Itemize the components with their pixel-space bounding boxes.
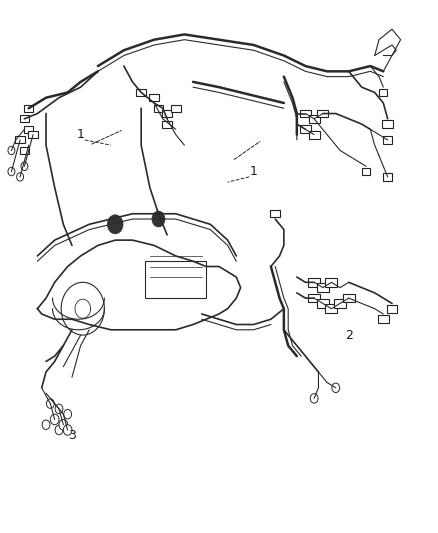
Text: 1: 1 — [250, 165, 258, 178]
Bar — [383, 173, 392, 181]
Bar — [334, 299, 346, 308]
Text: 3: 3 — [68, 429, 76, 442]
Bar — [145, 261, 206, 298]
Bar — [154, 105, 163, 112]
Bar — [317, 299, 329, 308]
Bar — [343, 294, 355, 302]
Circle shape — [64, 409, 71, 419]
Bar — [318, 110, 328, 117]
Bar — [308, 294, 320, 302]
Circle shape — [310, 393, 318, 403]
Bar — [28, 131, 38, 138]
Text: 2: 2 — [345, 328, 353, 342]
Circle shape — [55, 404, 63, 414]
Bar — [20, 147, 29, 154]
Bar — [300, 110, 311, 117]
Bar — [378, 316, 389, 323]
Bar — [24, 126, 33, 133]
Bar — [20, 115, 29, 122]
Bar — [162, 120, 172, 127]
Circle shape — [152, 211, 165, 227]
Bar — [136, 89, 146, 96]
Bar — [162, 110, 172, 117]
Bar — [308, 278, 320, 287]
Circle shape — [8, 167, 15, 176]
Bar — [379, 90, 387, 95]
Bar — [171, 105, 180, 112]
Text: 1: 1 — [77, 128, 85, 141]
Bar — [325, 278, 338, 287]
Bar — [325, 304, 338, 313]
Circle shape — [50, 414, 59, 425]
Bar — [24, 105, 33, 112]
Circle shape — [107, 215, 123, 234]
Circle shape — [8, 146, 15, 155]
Circle shape — [64, 425, 72, 435]
Bar — [383, 136, 392, 143]
Circle shape — [332, 383, 339, 393]
Bar — [149, 94, 159, 101]
Circle shape — [21, 162, 28, 171]
Bar — [387, 305, 397, 313]
Circle shape — [55, 425, 63, 435]
Circle shape — [46, 399, 54, 408]
Circle shape — [59, 419, 67, 430]
Circle shape — [42, 420, 50, 430]
Circle shape — [17, 173, 24, 181]
Bar — [317, 284, 329, 292]
Bar — [300, 125, 311, 133]
Bar — [309, 115, 320, 123]
Bar — [15, 136, 25, 143]
Bar — [382, 120, 393, 128]
Bar — [362, 168, 370, 175]
Bar — [309, 131, 320, 139]
Bar — [270, 210, 280, 217]
